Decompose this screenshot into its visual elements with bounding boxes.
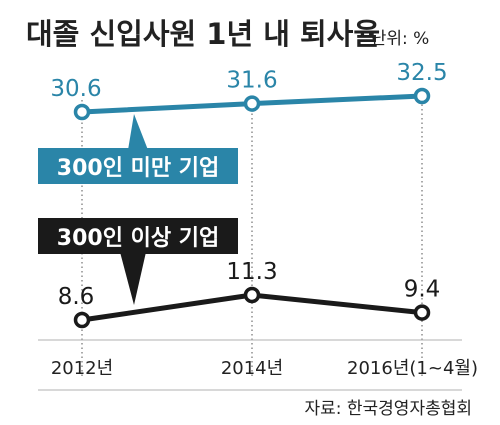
data-label: 9.4 (404, 277, 441, 303)
data-label: 8.6 (58, 284, 95, 310)
data-point (243, 95, 261, 112)
source-text: 자료: 한국경영자총협회 (304, 399, 472, 419)
legend-label-under-300: 300인 미만 기업 (57, 156, 219, 181)
data-label: 32.5 (396, 60, 447, 86)
unit-label: 단위: % (371, 29, 430, 49)
data-label: 31.6 (226, 68, 277, 94)
x-tick-labels: 2012년 2014년 2016년(1~4월) (51, 358, 478, 379)
data-point (413, 304, 431, 321)
legend-box-under-300 (38, 148, 238, 184)
vertical-guides (81, 100, 423, 378)
data-label: 11.3 (226, 259, 277, 285)
callout-pointer-under-300 (128, 114, 148, 150)
data-point (413, 87, 431, 105)
series-lines (73, 87, 431, 329)
x-tick-label: 2014년 (221, 358, 283, 379)
chart-title: 대졸 신입사원 1년 내 퇴사율 (26, 17, 380, 51)
legend-box-over-300 (38, 218, 238, 254)
callout-pointer-over-300 (120, 252, 146, 305)
x-tick-label: 2012년 (51, 358, 113, 379)
data-point (243, 286, 261, 304)
value-labels: 30.6 31.6 32.5 8.6 11.3 9.4 (50, 60, 447, 310)
data-point (73, 311, 91, 329)
x-tick-label: 2016년(1~4월) (347, 358, 478, 379)
legend-label-over-300: 300인 이상 기업 (57, 226, 219, 251)
data-point (73, 103, 91, 121)
data-label: 30.6 (50, 76, 101, 102)
legend-callouts: 300인 미만 기업 300인 이상 기업 (38, 114, 238, 305)
